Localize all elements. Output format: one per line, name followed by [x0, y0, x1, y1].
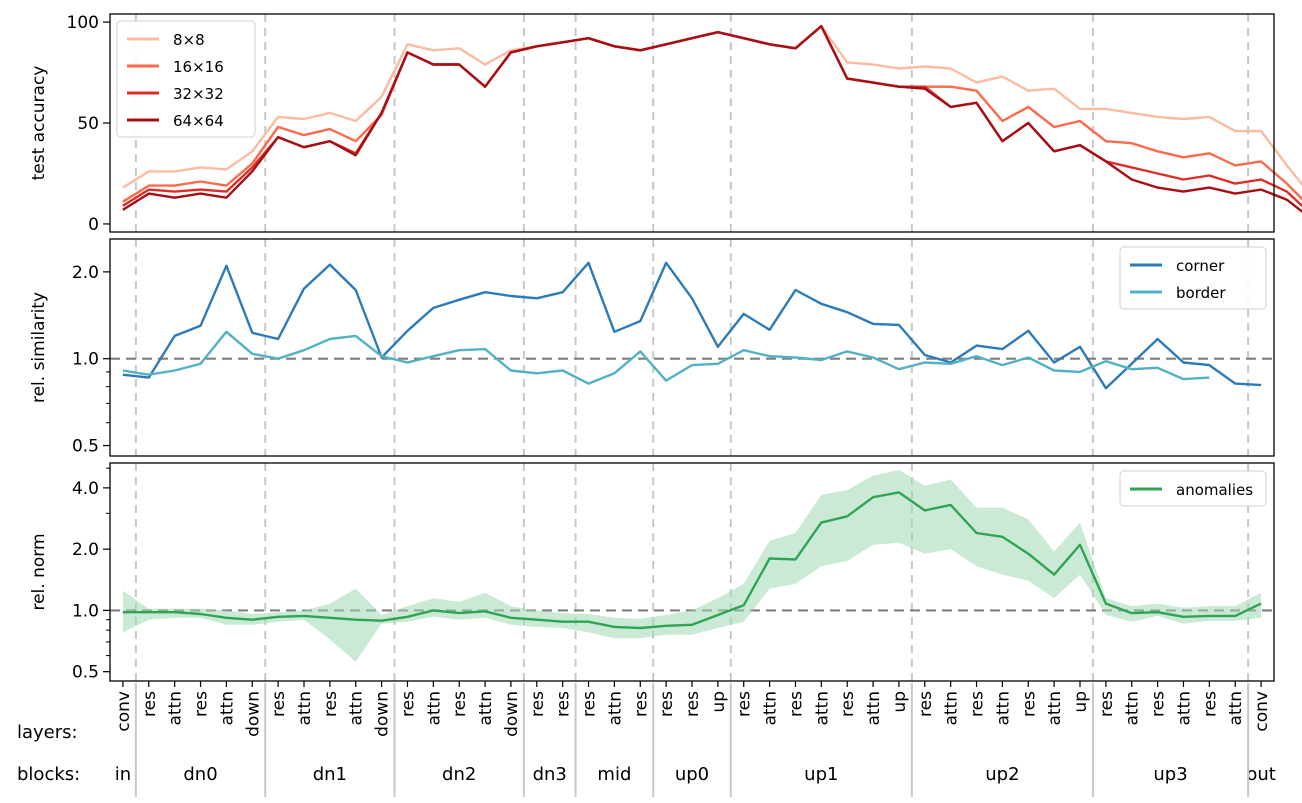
legend-label: 16×16 [173, 58, 224, 76]
legend: anomalies [1119, 470, 1267, 507]
y-tick-label: 2.0 [72, 540, 99, 560]
layer-label: res [321, 691, 341, 717]
layer-label: res [398, 691, 418, 717]
layer-label: attn [1123, 691, 1143, 726]
legend-label: corner [1176, 257, 1225, 275]
panel-3: 0.5 1.0 2.0 4.0 rel. norm anomalies [29, 462, 1275, 683]
layer-label: attn [476, 691, 496, 726]
layer-label: up [1071, 691, 1091, 713]
x-axis: conv res attn res attn down res attn res attn down… [114, 681, 1272, 737]
layer-label: up [709, 691, 729, 713]
block-label: up3 [1153, 764, 1187, 785]
series-line-64×64 [122, 24, 1302, 213]
series-band-anomalies [122, 469, 1262, 662]
layer-label: res [1200, 691, 1220, 717]
series-line-8×8 [122, 24, 1302, 189]
layer-label: res [786, 691, 806, 717]
series-line-border [122, 330, 1210, 385]
y-tick-label: 50 [77, 114, 99, 134]
layer-label: res [916, 691, 936, 717]
series-line-anomalies [122, 491, 1262, 630]
layer-label: res [192, 691, 212, 717]
block-label: up0 [675, 764, 709, 785]
legend: 8×8 16×16 32×32 64×64 [116, 20, 256, 138]
layer-label: res [269, 691, 289, 717]
panel-1: 0 50 100 test accuracy 8×8 16×16 32×32 64×64 [29, 13, 1302, 235]
block-label: up2 [985, 764, 1019, 785]
block-label: up1 [804, 764, 838, 785]
blocks-row-label: blocks: [17, 764, 80, 785]
layer-label: res [735, 691, 755, 717]
layer-label: res [631, 691, 651, 717]
layer-label: down [502, 691, 522, 737]
layer-label: res [1019, 691, 1039, 717]
layer-label: attn [166, 691, 186, 726]
layer-label: res [838, 691, 858, 717]
block-label: dn3 [533, 764, 567, 785]
layer-label: attn [347, 691, 367, 726]
layer-label: res [528, 691, 548, 717]
layer-label: conv [114, 691, 134, 732]
layer-label: down [243, 691, 263, 737]
y-tick-label: 4.0 [72, 479, 99, 499]
block-label: dn0 [183, 764, 217, 785]
y-tick-label: 0.5 [72, 437, 99, 457]
layer-label: res [683, 691, 703, 717]
layer-label: res [1149, 691, 1169, 717]
layer-label: res [450, 691, 470, 717]
y-tick-label: 1.0 [72, 601, 99, 621]
layer-label: attn [424, 691, 444, 726]
block-label: dn1 [313, 764, 347, 785]
layer-label: down [373, 691, 393, 737]
y-tick-label: 100 [67, 13, 99, 33]
plot-frame [109, 13, 1275, 233]
layer-label: attn [605, 691, 625, 726]
layer-label: attn [1226, 691, 1246, 726]
layers-row-label: layers: [17, 722, 78, 743]
layer-label: res [140, 691, 160, 717]
series-line-corner [122, 261, 1262, 390]
legend-label: 8×8 [173, 31, 205, 49]
layer-label: attn [217, 691, 237, 726]
layer-label: res [554, 691, 574, 717]
legend-label: border [1176, 284, 1226, 302]
layer-label: conv [1252, 691, 1272, 732]
legend-label: anomalies [1176, 481, 1253, 499]
layer-label: attn [1174, 691, 1194, 726]
legend-label: 64×64 [173, 112, 224, 130]
y-axis-label: rel. norm [29, 533, 49, 610]
y-tick-label: 0.5 [72, 663, 99, 683]
layer-label: attn [761, 691, 781, 726]
y-axis-label: rel. similarity [29, 292, 49, 403]
y-axis-label: test accuracy [29, 66, 49, 181]
block-label: dn2 [442, 764, 476, 785]
layer-label: attn [812, 691, 832, 726]
y-tick-label: 1.0 [72, 350, 99, 370]
legend-box [116, 20, 256, 138]
layer-label: attn [942, 691, 962, 726]
block-label: in [115, 764, 131, 785]
layer-label: attn [295, 691, 315, 726]
legend-box [1119, 470, 1267, 507]
layer-label: res [968, 691, 988, 717]
block-label: out [1246, 764, 1275, 785]
y-tick-label: 2.0 [72, 263, 99, 283]
series-line-32×32 [122, 24, 1302, 208]
block-label: mid [597, 764, 631, 785]
layer-label: attn [864, 691, 884, 726]
layer-label: attn [1045, 691, 1065, 726]
y-tick-label: 0 [88, 215, 99, 235]
legend: corner border [1119, 246, 1267, 310]
layer-label: res [1097, 691, 1117, 717]
panel-2: 0.5 1.0 2.0 rel. similarity corner border [29, 238, 1275, 457]
plot-frame [109, 238, 1275, 457]
layer-label: res [580, 691, 600, 717]
layer-label: attn [993, 691, 1013, 726]
plot-frame [109, 462, 1275, 682]
layer-label: res [657, 691, 677, 717]
legend-label: 32×32 [173, 85, 224, 103]
layer-label: up [890, 691, 910, 713]
